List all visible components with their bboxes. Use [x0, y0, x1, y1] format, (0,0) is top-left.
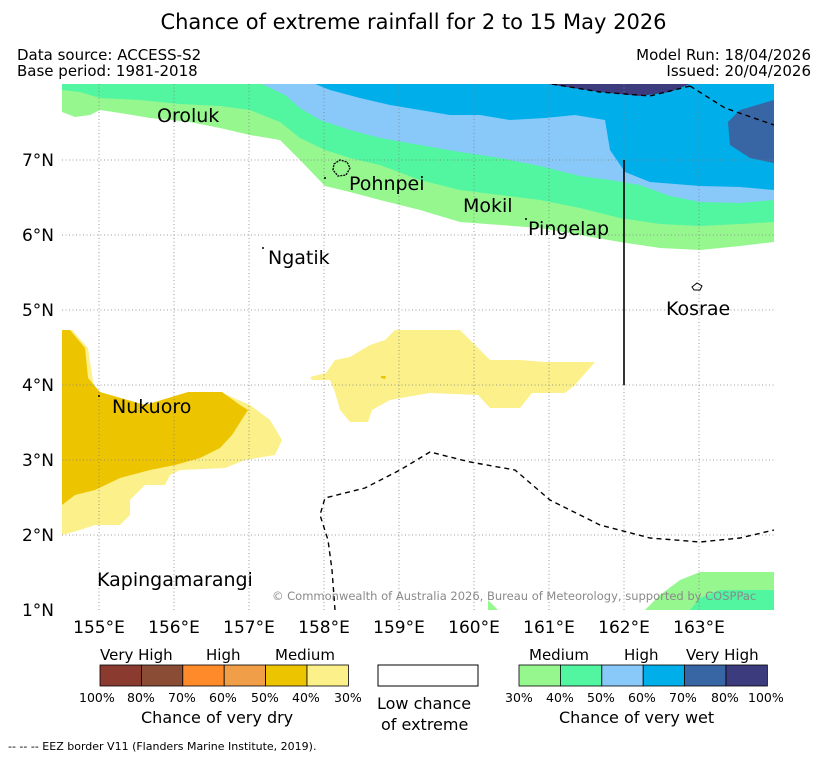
dry-swatch-2: [182, 664, 225, 687]
wet-swatch-1: [560, 664, 603, 687]
pohnpei-island: [332, 159, 351, 177]
wet-swatch-5: [725, 664, 768, 687]
data-source: Data source: ACCESS-S2: [17, 46, 202, 64]
dry-category-medium: Medium: [275, 646, 335, 664]
wet-swatch-0: [518, 664, 561, 687]
chart-title: Chance of extreme rainfall for 2 to 15 M…: [160, 10, 667, 34]
wet-tick: 60%: [628, 690, 656, 705]
wet-swatch-4: [684, 664, 727, 687]
wet-swatch-2: [601, 664, 644, 687]
model-run: Model Run: 18/04/2026: [636, 46, 811, 64]
wet-tick: 30%: [505, 690, 533, 705]
wet-veryhigh-60-70-area: [315, 84, 774, 190]
wet-tick: 100%: [748, 690, 784, 705]
dry-colorbar: [99, 664, 349, 687]
dry-tick: 70%: [168, 690, 196, 705]
dry-tick: 50%: [251, 690, 279, 705]
dry-medium-40-50-speck: [381, 376, 386, 379]
lon-label: 157°E: [223, 618, 275, 638]
issued-date: Issued: 20/04/2026: [666, 62, 811, 80]
place-oroluk: Oroluk: [157, 105, 219, 127]
dry-category-high: High: [206, 646, 241, 664]
dry-tick: 80%: [127, 690, 155, 705]
lat-label: 7°N: [22, 151, 54, 171]
wet-tick: 70%: [669, 690, 697, 705]
lon-label: 161°E: [523, 618, 575, 638]
dry-medium-40-50-west-area: [62, 330, 248, 505]
lon-label: 156°E: [148, 618, 200, 638]
wet-tick: 80%: [711, 690, 739, 705]
dry-medium-30-40-central-area: [310, 330, 595, 422]
place-kosrae: Kosrae: [666, 298, 730, 320]
lon-label: 158°E: [298, 618, 350, 638]
dry-caption: Chance of very dry: [141, 708, 294, 727]
lon-label: 163°E: [673, 618, 725, 638]
lat-label: 6°N: [22, 226, 54, 246]
wet-small-patch: [488, 600, 498, 610]
lat-label: 3°N: [22, 451, 54, 471]
ant-atoll-dot: [324, 177, 326, 179]
wet-southeast-high-area: [690, 590, 774, 610]
dry-category-veryhigh: Very High: [100, 646, 173, 664]
low-chance-box: [377, 664, 479, 687]
wet-category-high: High: [624, 646, 659, 664]
lon-label: 162°E: [598, 618, 650, 638]
nukuoro-dot: [98, 395, 100, 397]
lat-label: 2°N: [22, 526, 54, 546]
lon-label: 160°E: [448, 618, 500, 638]
place-pingelap: Pingelap: [528, 218, 609, 240]
eez-footnote: -- -- -- EEZ border V11 (Flanders Marine…: [8, 740, 317, 753]
lon-label: 155°E: [73, 618, 125, 638]
copyright-notice: © Commonwealth of Australia 2026, Bureau…: [272, 589, 756, 603]
lat-label: 1°N: [22, 601, 54, 621]
dry-tick: 100%: [79, 690, 115, 705]
place-nukuoro: Nukuoro: [112, 396, 191, 418]
dry-swatch-0: [99, 664, 142, 687]
dry-tick: 60%: [209, 690, 237, 705]
wet-tick: 50%: [587, 690, 615, 705]
place-kapingamarangi: Kapingamarangi: [97, 569, 253, 591]
low-chance-caption-line2: of extreme: [381, 715, 469, 734]
ngatik-dot: [262, 247, 264, 249]
wet-caption: Chance of very wet: [559, 708, 715, 727]
place-mokil: Mokil: [463, 195, 513, 217]
pingelap-dot: [525, 218, 527, 220]
low-chance-caption-line1: Low chance: [377, 694, 472, 713]
wet-tick: 40%: [546, 690, 574, 705]
lat-label: 4°N: [22, 376, 54, 396]
place-ngatik: Ngatik: [268, 247, 330, 269]
place-pohnpei: Pohnpei: [349, 173, 425, 195]
dry-swatch-5: [306, 664, 349, 687]
dry-swatch-4: [265, 664, 308, 687]
dry-swatch-1: [140, 664, 184, 687]
base-period: Base period: 1981-2018: [17, 62, 198, 80]
wet-category-medium: Medium: [529, 646, 589, 664]
wet-veryhigh-70-80-area: [728, 100, 774, 163]
lat-label: 5°N: [22, 301, 54, 321]
dry-tick: 40%: [292, 690, 320, 705]
dry-swatch-3: [223, 664, 266, 687]
lon-label: 159°E: [373, 618, 425, 638]
wet-swatch-3: [642, 664, 686, 687]
wet-category-veryhigh: Very High: [686, 646, 759, 664]
wet-veryhigh-80-100-area: [548, 84, 690, 96]
kosrae-island: [691, 282, 703, 291]
eez-border: [319, 84, 774, 610]
wet-colorbar: [518, 664, 768, 687]
dry-tick: 30%: [334, 690, 362, 705]
